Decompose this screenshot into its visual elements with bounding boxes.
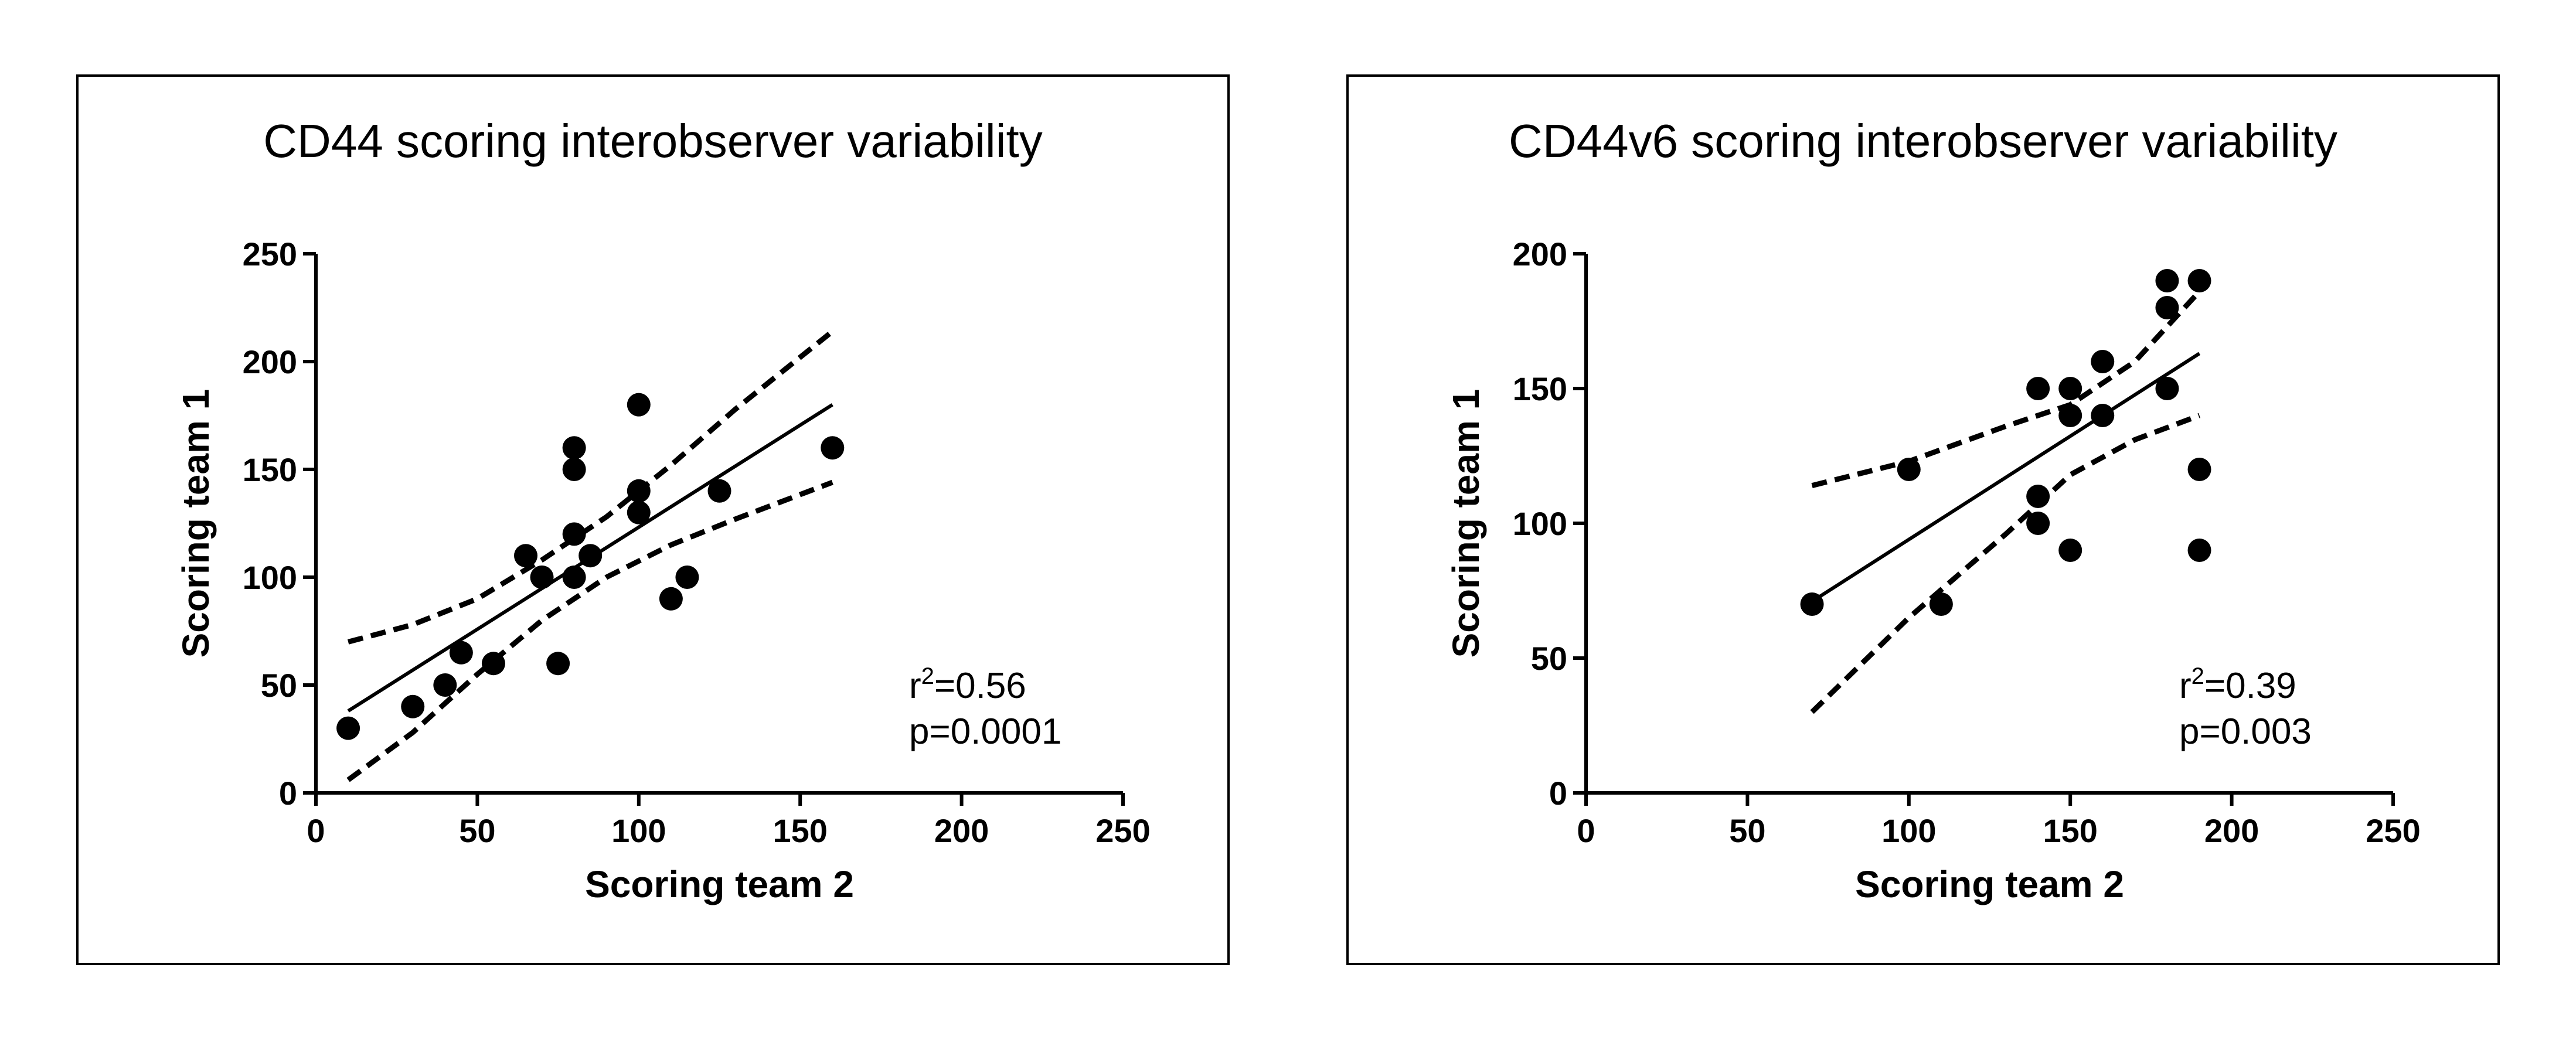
y-tick-label: 150: [1513, 370, 1567, 407]
confidence-band-line: [1811, 289, 2201, 488]
data-point: [2155, 269, 2179, 292]
y-tick-label: 100: [243, 559, 297, 596]
data-point: [821, 436, 845, 460]
r-squared-superscript: 2: [921, 663, 934, 689]
x-tick-label: 150: [2043, 812, 2097, 849]
data-point: [2187, 269, 2211, 292]
x-axis-label: Scoring team 2: [1855, 863, 2124, 905]
data-point: [2187, 539, 2211, 562]
y-tick-label: 100: [1513, 505, 1567, 542]
p-value-label: p=0.0001: [909, 711, 1061, 752]
data-point: [2058, 377, 2082, 400]
y-tick-label: 50: [261, 667, 297, 704]
data-point: [1897, 458, 1921, 481]
confidence-band-line: [347, 329, 835, 645]
y-axis-label: Scoring team 1: [1445, 389, 1487, 658]
cd44v6-scatter-chart: CD44v6 scoring interobserver variability…: [1445, 115, 2421, 905]
data-point: [2187, 458, 2211, 481]
x-tick-label: 250: [1095, 812, 1150, 849]
data-point: [2058, 404, 2082, 427]
r-squared-value: =0.39: [2204, 666, 2296, 706]
data-point: [707, 479, 731, 503]
data-point: [675, 566, 699, 589]
x-tick-label: 150: [773, 812, 827, 849]
data-point: [546, 652, 570, 676]
data-point: [336, 716, 360, 740]
data-point: [627, 500, 651, 524]
x-tick-label: 0: [1577, 812, 1595, 849]
confidence-band-line: [346, 479, 833, 782]
x-tick-label: 250: [2366, 812, 2420, 849]
regression-line: [347, 403, 833, 713]
cd44v6-chart-panel: CD44v6 scoring interobserver variability…: [1346, 74, 2500, 965]
y-tick-label: 200: [243, 343, 297, 380]
data-point: [2058, 539, 2082, 562]
r-squared-superscript: 2: [2192, 663, 2204, 689]
data-point: [562, 458, 586, 481]
data-point: [514, 544, 538, 568]
data-point: [2026, 512, 2050, 535]
data-point: [2026, 377, 2050, 400]
regression-line: [1811, 352, 2201, 603]
r-squared-prefix: r: [909, 666, 921, 706]
data-point: [449, 641, 473, 665]
y-axis-label: Scoring team 1: [175, 389, 217, 658]
data-point: [530, 566, 554, 589]
y-tick-label: 150: [243, 451, 297, 488]
r-squared-label: r2=0.39: [2179, 663, 2296, 706]
y-tick-label: 250: [243, 236, 297, 272]
x-axis-label: Scoring team 2: [585, 863, 854, 905]
x-tick-label: 50: [459, 812, 495, 849]
confidence-band-line: [1810, 413, 2201, 714]
x-tick-label: 200: [2204, 812, 2259, 849]
data-point: [627, 393, 651, 417]
y-tick-label: 0: [279, 775, 297, 812]
chart-title: CD44 scoring interobserver variability: [263, 115, 1042, 167]
cd44-scatter-chart: CD44 scoring interobserver variability 0 5…: [175, 115, 1151, 905]
r-squared-value: =0.56: [934, 666, 1026, 706]
chart-title: CD44v6 scoring interobserver variability: [1509, 115, 2337, 167]
x-tick-label: 100: [611, 812, 666, 849]
cd44-chart-panel: CD44 scoring interobserver variability 0 5…: [76, 74, 1230, 965]
x-tick-label: 100: [1881, 812, 1936, 849]
x-tick-label: 50: [1729, 812, 1765, 849]
data-point: [562, 436, 586, 460]
x-tick-label: 200: [934, 812, 989, 849]
r-squared-prefix: r: [2179, 666, 2192, 706]
x-tick-label: 0: [307, 812, 325, 849]
data-point: [401, 694, 425, 718]
data-point: [2155, 377, 2179, 400]
data-point: [659, 587, 683, 611]
p-value-label: p=0.003: [2179, 711, 2312, 752]
r-squared-label: r2=0.56: [909, 663, 1026, 706]
data-point: [433, 673, 457, 697]
y-tick-label: 50: [1531, 640, 1567, 677]
data-point: [2155, 296, 2179, 319]
y-tick-label: 0: [1549, 775, 1567, 812]
data-point: [2091, 350, 2115, 373]
y-tick-label: 200: [1513, 236, 1567, 272]
